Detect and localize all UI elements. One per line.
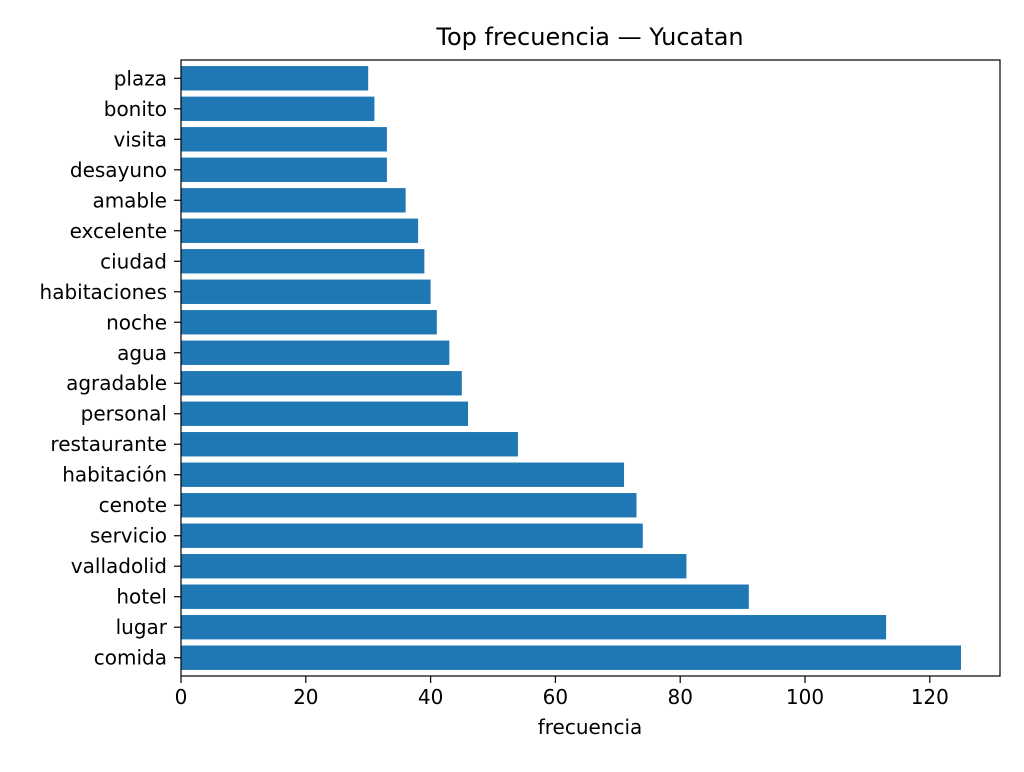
y-tick-label: servicio <box>90 524 167 548</box>
y-tick-label: desayuno <box>70 158 167 182</box>
x-tick-label: 40 <box>418 685 443 709</box>
bar-desayuno <box>181 157 387 182</box>
y-tick-label: plaza <box>114 66 167 90</box>
bar-visita <box>181 127 387 152</box>
y-tick-label: lugar <box>116 615 168 639</box>
x-axis-ticks: 0 20 40 60 80 100 120 <box>175 676 949 709</box>
bar-hotel <box>181 584 749 609</box>
y-tick-label: habitación <box>62 463 167 487</box>
x-tick-label: 20 <box>293 685 318 709</box>
y-tick-label: agradable <box>66 371 167 395</box>
y-tick-label: amable <box>92 188 167 212</box>
y-tick-label: restaurante <box>50 432 167 456</box>
chart-title: Top frecuencia — Yucatan <box>435 23 743 51</box>
bar-restaurante <box>181 432 518 457</box>
bar-valladolid <box>181 554 687 579</box>
bar-comida <box>181 645 961 670</box>
y-tick-label: hotel <box>116 585 167 609</box>
bar-agua <box>181 340 450 365</box>
x-tick-label: 80 <box>667 685 692 709</box>
bars-layer <box>181 66 961 670</box>
x-tick-label: 100 <box>786 685 824 709</box>
bar-habitaciones <box>181 279 431 304</box>
bar-agradable <box>181 371 462 396</box>
bar-amable <box>181 188 406 213</box>
y-tick-label: habitaciones <box>40 280 167 304</box>
y-tick-label: bonito <box>104 97 167 121</box>
x-tick-label: 0 <box>175 685 188 709</box>
y-tick-label: comida <box>94 646 167 670</box>
y-tick-label: cenote <box>99 493 167 517</box>
bar-habitación <box>181 462 625 487</box>
y-tick-label: visita <box>114 127 167 151</box>
y-tick-label: excelente <box>70 219 167 243</box>
y-axis-ticks: comida lugar hotel valladolid servicio cenote… <box>40 66 181 670</box>
y-tick-label: agua <box>117 341 167 365</box>
bar-plaza <box>181 66 369 91</box>
bar-noche <box>181 310 437 335</box>
y-tick-label: ciudad <box>100 249 167 273</box>
plot-frame <box>180 59 1001 677</box>
bar-bonito <box>181 96 375 121</box>
bar-excelente <box>181 218 419 243</box>
x-tick-label: 60 <box>543 685 568 709</box>
bar-cenote <box>181 493 637 518</box>
y-tick-label: personal <box>81 402 167 426</box>
bar-ciudad <box>181 249 425 274</box>
y-tick-label: noche <box>106 310 167 334</box>
x-axis-label: frecuencia <box>538 715 643 739</box>
y-tick-label: valladolid <box>71 554 167 578</box>
bar-servicio <box>181 523 643 548</box>
bar-lugar <box>181 615 887 640</box>
x-tick-label: 120 <box>911 685 949 709</box>
bar-personal <box>181 401 469 426</box>
